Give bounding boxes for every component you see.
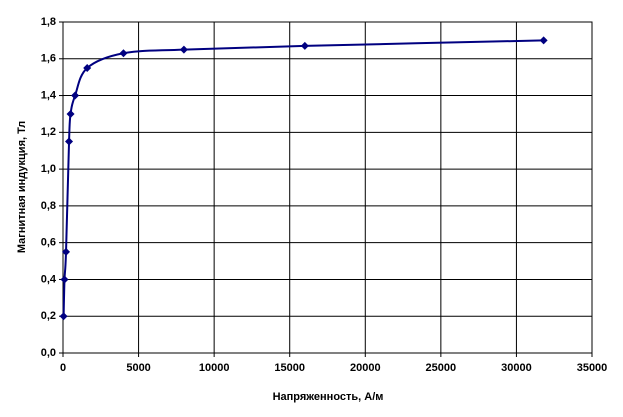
x-tick-label: 30000 xyxy=(501,362,532,374)
marker xyxy=(300,41,309,50)
x-tick-label: 0 xyxy=(60,362,66,374)
plot-area xyxy=(62,21,593,354)
y-tick-label: 0,4 xyxy=(41,273,57,285)
y-tick-label: 0,6 xyxy=(41,237,56,249)
x-tick-label: 35000 xyxy=(577,362,608,374)
curve xyxy=(62,39,544,317)
y-tick-label: 1,2 xyxy=(41,126,56,138)
y-tick-label: 1,0 xyxy=(41,163,56,175)
y-tick-label: 1,8 xyxy=(41,16,56,28)
x-tick-label: 20000 xyxy=(350,362,381,374)
y-tick-label: 0,8 xyxy=(41,200,56,212)
marker xyxy=(65,137,74,146)
y-axis-title: Магнитная индукция, Тл xyxy=(16,121,28,253)
x-tick-label: 5000 xyxy=(126,362,150,374)
marker xyxy=(66,109,75,118)
y-tick-label: 1,4 xyxy=(41,89,57,101)
x-tick-label: 10000 xyxy=(199,362,230,374)
marker xyxy=(539,36,548,45)
marker xyxy=(62,247,71,256)
x-tick-label: 25000 xyxy=(426,362,457,374)
marker xyxy=(83,63,92,72)
marker xyxy=(119,49,128,58)
marker xyxy=(60,275,69,284)
y-tick-label: 0,0 xyxy=(41,347,56,359)
x-tick-label: 15000 xyxy=(274,362,305,374)
x-axis-title: Напряженность, А/м xyxy=(273,391,384,403)
marker xyxy=(179,45,188,54)
y-tick-label: 0,2 xyxy=(41,310,56,322)
marker xyxy=(71,91,80,100)
y-tick-label: 1,6 xyxy=(41,53,56,65)
marker xyxy=(59,312,68,321)
